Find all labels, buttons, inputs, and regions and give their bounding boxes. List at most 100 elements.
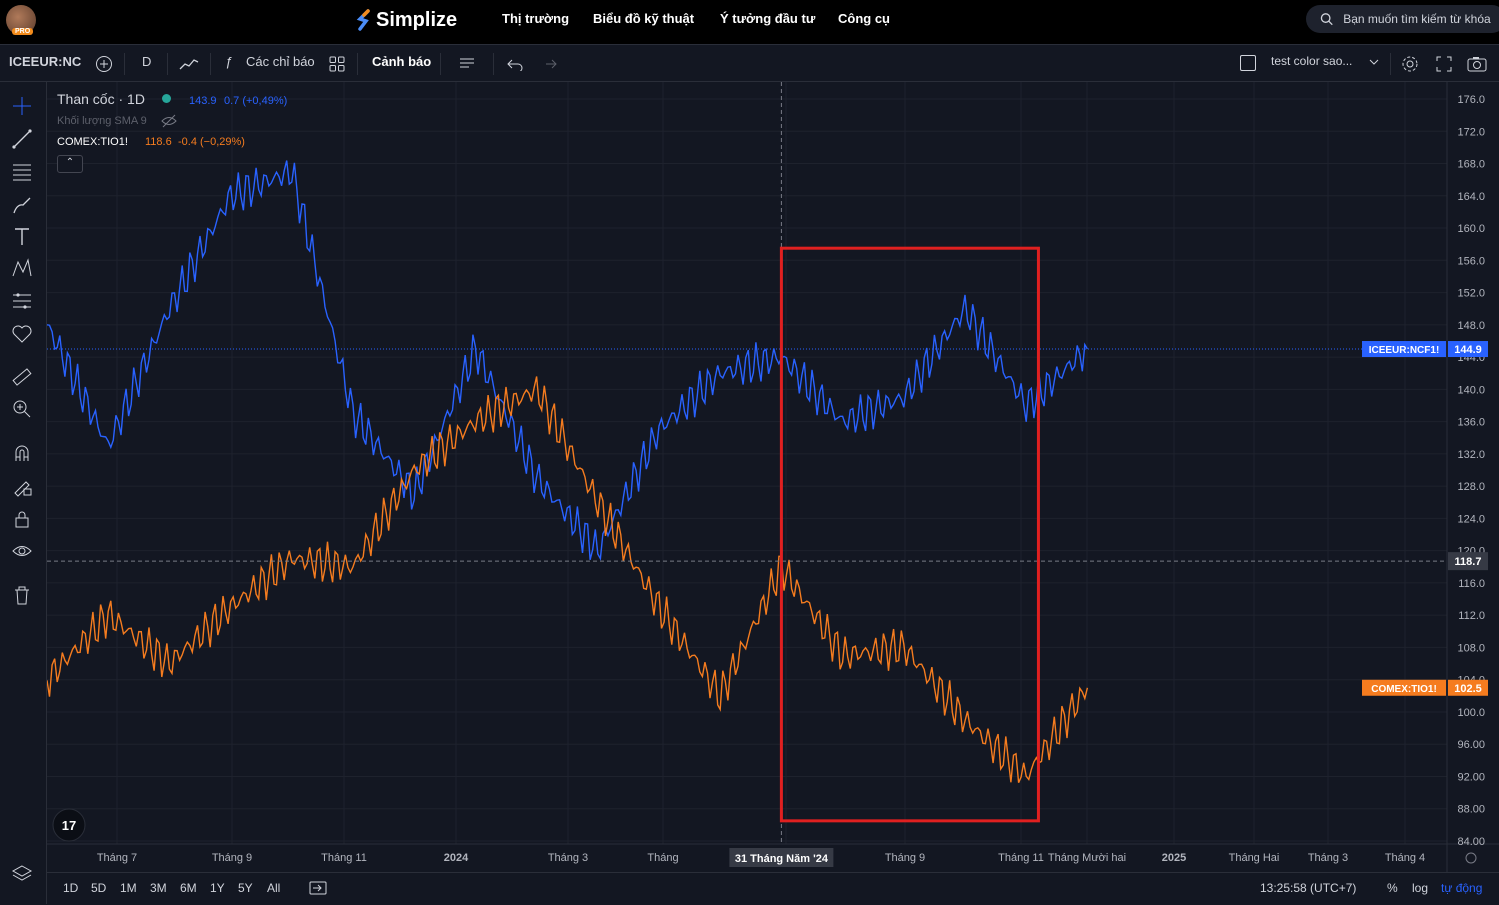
price-axis-label: 152.0	[1457, 288, 1485, 300]
auto-scale-toggle[interactable]: tự động	[1441, 881, 1483, 895]
price-axis-label: 92.00	[1457, 771, 1485, 783]
brand-logo[interactable]: Simplize	[356, 7, 457, 33]
top-navigation: PRO Simplize Thị trường Biểu đồ kỹ thuật…	[0, 0, 1499, 45]
range-1d[interactable]: 1D	[63, 881, 79, 895]
projection-tool-icon[interactable]	[11, 290, 33, 312]
search-box[interactable]	[1306, 5, 1499, 33]
range-1y[interactable]: 1Y	[210, 881, 225, 895]
function-icon: ƒ	[225, 54, 233, 69]
series-symbol-tag-label: COMEX:TIO1!	[1371, 684, 1437, 695]
layout-checkbox[interactable]	[1240, 55, 1256, 71]
range-5y[interactable]: 5Y	[238, 881, 253, 895]
coke-price-line[interactable]	[47, 160, 1089, 561]
range-all[interactable]: All	[267, 881, 281, 895]
price-axis-label: 156.0	[1457, 255, 1485, 267]
time-axis-settings-icon[interactable]	[1465, 852, 1477, 864]
indicators-button[interactable]: Các chỉ báo	[246, 54, 315, 69]
redo-icon[interactable]	[541, 57, 557, 71]
iron-ore-price-line[interactable]	[47, 376, 1089, 783]
range-6m[interactable]: 6M	[180, 881, 197, 895]
trash-icon[interactable]	[11, 584, 33, 606]
price-axis-label: 84.00	[1457, 836, 1485, 848]
undo-icon[interactable]	[507, 57, 523, 71]
hidden-eye-icon[interactable]	[161, 114, 177, 128]
series-symbol-tag	[1362, 341, 1446, 358]
volume-indicator-label[interactable]: Khối lượng SMA 9	[57, 115, 147, 127]
fullscreen-icon[interactable]	[1436, 56, 1452, 72]
range-5d[interactable]: 5D	[91, 881, 107, 895]
highlight-box[interactable]	[779, 246, 1040, 823]
price-axis-label: 88.00	[1457, 804, 1485, 816]
tradingview-logo-icon[interactable]	[52, 808, 86, 842]
time-axis-label: Tháng 7	[97, 852, 137, 864]
fib-lines-icon[interactable]	[11, 161, 33, 183]
time-axis-label: Tháng 3	[548, 852, 588, 864]
price-axis-label: 160.0	[1457, 223, 1485, 235]
camera-icon[interactable]	[1467, 56, 1487, 72]
price-axis-label: 96.00	[1457, 739, 1485, 751]
layers-icon[interactable]	[11, 863, 33, 885]
series-price-tag	[1448, 679, 1488, 696]
heart-icon[interactable]	[11, 323, 33, 345]
replay-list-icon[interactable]	[459, 57, 475, 71]
simplize-logo-icon	[356, 9, 370, 31]
ruler-icon[interactable]	[11, 366, 33, 388]
menu-technical-chart[interactable]: Biểu đồ kỹ thuật	[593, 11, 695, 26]
price-axis-label: 128.0	[1457, 481, 1485, 493]
compare-series-change: -0.4 (−0,29%)	[178, 136, 245, 148]
main-series-price: 143.9	[189, 95, 217, 107]
templates-grid-icon[interactable]	[329, 56, 345, 72]
search-input[interactable]	[1341, 11, 1499, 27]
price-axis-label: 112.0	[1458, 610, 1485, 622]
time-axis-label: Tháng 11	[998, 852, 1044, 864]
alert-button[interactable]: Cảnh báo	[372, 54, 432, 69]
chevron-down-icon[interactable]	[1369, 58, 1379, 66]
lock-drawing-icon[interactable]	[11, 475, 33, 497]
time-axis-label: Tháng Hai	[1229, 852, 1280, 864]
magnet-icon[interactable]	[11, 442, 33, 464]
market-status-dot	[162, 94, 171, 103]
compare-series-symbol[interactable]: COMEX:TIO1!	[57, 136, 128, 148]
range-1m[interactable]: 1M	[120, 881, 137, 895]
layout-name[interactable]: test color sao...	[1271, 54, 1353, 68]
search-icon	[1320, 13, 1333, 26]
compare-add-icon[interactable]	[95, 55, 113, 73]
price-axis-label: 108.0	[1457, 642, 1485, 654]
price-chart[interactable]: 176.0 172.0 168.0 164.0 160.0 156.0 152.0 148.0…	[47, 82, 1499, 872]
series-price-tag	[1448, 341, 1488, 358]
compare-series-price: 118.6	[145, 136, 172, 148]
range-3m[interactable]: 3M	[150, 881, 167, 895]
price-axis-label: 136.0	[1457, 417, 1485, 429]
symbol-search[interactable]: ICEEUR:NC	[9, 54, 82, 69]
trend-line-icon[interactable]	[11, 128, 33, 150]
zoom-in-icon[interactable]	[11, 398, 33, 420]
price-axis-label: 124.0	[1457, 513, 1485, 525]
text-tool-icon[interactable]	[11, 225, 33, 247]
log-scale-toggle[interactable]: log	[1412, 881, 1429, 895]
time-axis-label: 2025	[1162, 852, 1186, 864]
clock-time[interactable]: 13:25:58 (UTC+7)	[1260, 881, 1357, 895]
crosshair-icon[interactable]	[11, 95, 33, 117]
chart-type-icon[interactable]	[179, 56, 199, 72]
brush-icon[interactable]	[11, 194, 33, 216]
menu-investment-ideas[interactable]: Ý tưởng đầu tư	[720, 11, 816, 26]
eye-icon[interactable]	[11, 540, 33, 562]
main-series-title[interactable]: Than cốc · 1D	[57, 91, 145, 107]
legend-collapse-button[interactable]: ⌃	[57, 155, 83, 173]
crosshair-price-badge	[1448, 552, 1488, 571]
menu-tools[interactable]: Công cụ	[838, 11, 890, 26]
percent-scale-toggle[interactable]: %	[1387, 881, 1398, 895]
interval-selector[interactable]: D	[142, 54, 152, 69]
price-axis-label: 148.0	[1457, 320, 1485, 332]
tradingview-logo-text: 17	[62, 818, 76, 833]
pro-badge: PRO	[12, 28, 34, 35]
settings-gear-icon[interactable]	[1401, 55, 1419, 73]
time-axis-label: Tháng 4	[1385, 852, 1425, 864]
series-price-tag-label: 102.5	[1454, 683, 1482, 695]
pattern-tool-icon[interactable]	[11, 257, 33, 279]
series-symbol-tag	[1362, 679, 1446, 696]
bottom-toolbar: 1D 5D 1M 3M 6M 1Y 5Y All 13:25:58 (UTC+7…	[47, 872, 1499, 905]
menu-market[interactable]: Thị trường	[502, 11, 570, 26]
date-range-icon[interactable]	[309, 881, 327, 895]
lock-icon[interactable]	[11, 508, 33, 530]
